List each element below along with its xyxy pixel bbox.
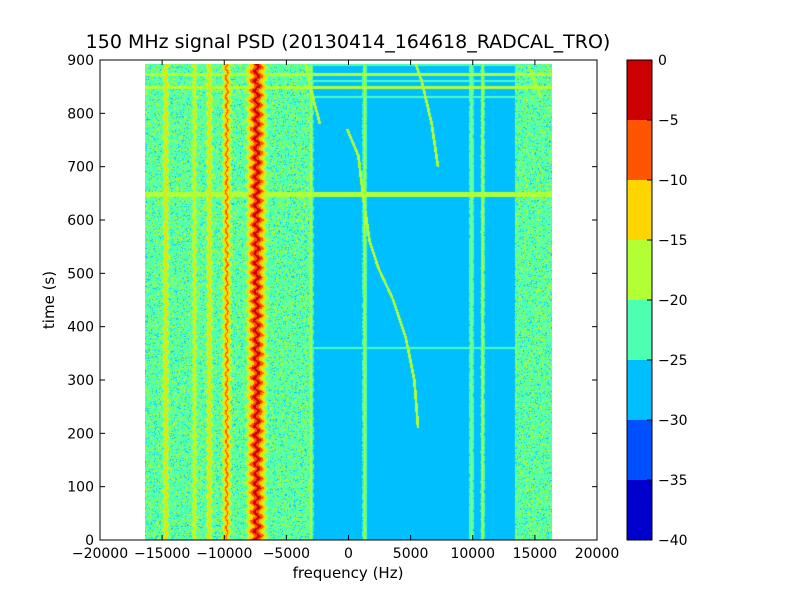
x-axis-label: frequency (Hz) [293,564,404,582]
x-tick-label: −15000 [134,546,190,562]
y-tick-label: 400 [67,320,94,336]
colorbar-tick-label: −20 [658,293,688,309]
colorbar-tick-label: −15 [658,233,688,249]
colorbar-tick-label: −10 [658,173,688,189]
colorbar-band [627,360,652,420]
colorbar-band [627,60,652,120]
psd-heatmap-image [145,64,552,540]
y-tick-label: 600 [67,213,94,229]
y-tick-label: 0 [85,533,94,549]
x-tick-label: −5000 [263,546,310,562]
colorbar-band [627,300,652,360]
y-tick-label: 100 [67,480,94,496]
chart-title: 150 MHz signal PSD (20130414_164618_RADC… [86,31,611,53]
y-axis-ticks: 0 100 200 300 400 500 600 700 800 900 [67,53,597,549]
x-tick-label: 15000 [513,546,558,562]
x-tick-label: −20000 [72,546,128,562]
y-tick-label: 300 [67,373,94,389]
colorbar-band [627,480,652,540]
y-tick-label: 200 [67,426,94,442]
x-tick-label: −10000 [196,546,252,562]
heatmap-layer [145,64,552,540]
colorbar-tick-label: −25 [658,353,688,369]
colorbar: −40 −35 −30 −25 −20 −15 −10 −5 0 [626,53,688,549]
colorbar-tick-label: −5 [658,113,679,129]
colorbar-ticks: −40 −35 −30 −25 −20 −15 −10 −5 0 [647,53,688,549]
colorbar-band [627,420,652,480]
colorbar-band [627,240,652,300]
x-tick-label: 5000 [393,546,429,562]
y-tick-label: 800 [67,106,94,122]
colorbar-bands [627,60,652,540]
colorbar-tick-label: 0 [658,53,667,69]
y-tick-label: 900 [67,53,94,69]
x-tick-label: 10000 [450,546,495,562]
colorbar-tick-label: −30 [658,413,688,429]
x-tick-label: 20000 [575,546,620,562]
colorbar-tick-label: −40 [658,533,688,549]
y-tick-label: 500 [67,266,94,282]
colorbar-tick-label: −35 [658,473,688,489]
x-axis-ticks: −20000 −15000 −10000 −5000 0 5000 10000 15000 20… [72,60,619,562]
y-axis-label: time (s) [40,271,58,329]
y-tick-label: 700 [67,160,94,176]
colorbar-band [627,120,652,180]
colorbar-band [627,180,652,240]
x-tick-label: 0 [344,546,353,562]
plot-area: −20000 −15000 −10000 −5000 0 5000 10000 15000 20… [67,53,619,562]
